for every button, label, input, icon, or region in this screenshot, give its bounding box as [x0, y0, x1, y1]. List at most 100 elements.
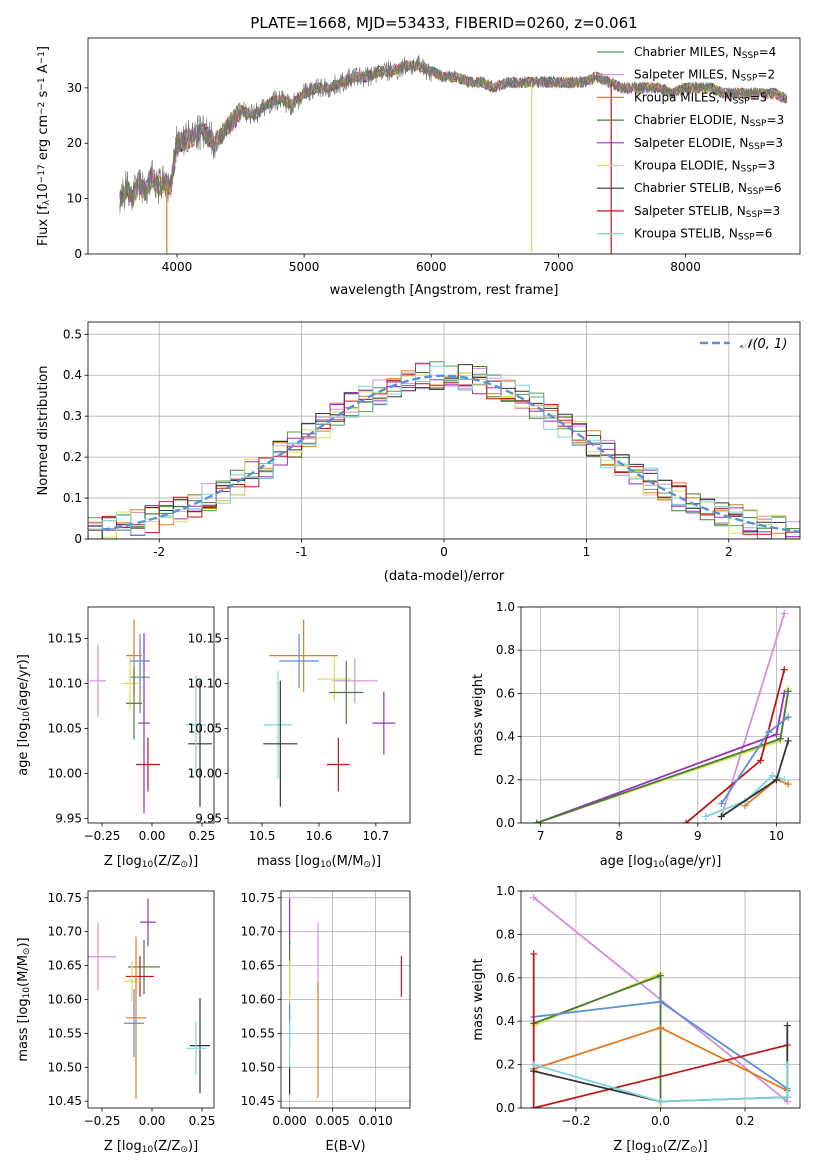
weight-marker	[784, 780, 792, 788]
label-part: 10	[653, 860, 665, 870]
label-part: Salpeter MILES, N	[634, 68, 741, 82]
errorbars	[90, 619, 212, 814]
weight-series	[720, 613, 786, 817]
y-tick-label: 1.0	[496, 884, 515, 898]
label-part: =3	[766, 113, 784, 127]
label-part: 10	[142, 1145, 154, 1155]
x-tick-label: 0.0	[651, 1114, 670, 1128]
label-part: ]	[36, 46, 51, 51]
axes-frame	[87, 37, 801, 255]
legend-entry: Chabrier MILES, NSSP=4	[634, 45, 776, 61]
x-tick-label: 0.25	[189, 1114, 216, 1128]
label-part: Flux [f	[36, 205, 51, 246]
y-tick-label: 0	[74, 532, 82, 546]
label-part: )]	[16, 937, 31, 947]
label-part: SSP	[738, 233, 755, 243]
label-part: =6	[755, 227, 773, 241]
x-tick-label: 10.6	[306, 829, 333, 843]
y-tick-label: 10.45	[48, 1094, 82, 1108]
weight-marker	[717, 800, 725, 808]
legend-entry: Salpeter STELIB, NSSP=3	[634, 204, 780, 220]
weight-marker	[783, 1022, 791, 1030]
label-part: mass [log	[257, 854, 320, 869]
y-tick-label: 10.70	[241, 925, 275, 939]
weight-marker	[780, 776, 788, 784]
label-part: (Z/Z	[153, 854, 180, 869]
label-part: (age/yr)]	[16, 654, 31, 711]
y-tick-label: 10.55	[241, 1026, 275, 1040]
weight-marker	[780, 689, 788, 697]
axes-frame	[87, 606, 215, 824]
y-tick-label: 30	[67, 81, 82, 95]
normal-curve	[102, 374, 800, 533]
y-tick-label: 0.5	[63, 327, 82, 341]
x-tick-label: 0.2	[735, 1114, 754, 1128]
legend-entry: Kroupa ELODIE, NSSP=3	[634, 159, 775, 175]
weight-series	[744, 778, 789, 807]
errorbars	[88, 898, 210, 1100]
weight-marker	[765, 728, 773, 736]
y-tick-label: 0.0	[496, 816, 515, 830]
label-part: −2	[37, 102, 47, 115]
label-part: 10	[320, 860, 332, 870]
x-tick-label: −0.25	[84, 1114, 121, 1128]
y-tick-label: 10.75	[241, 891, 275, 905]
histogram-steps	[88, 361, 800, 539]
x-tick-label: 0.000	[272, 1114, 306, 1128]
x-tick-label: 0.25	[189, 829, 216, 843]
y-tick-label: 0.6	[496, 686, 515, 700]
weight-marker	[657, 998, 664, 1006]
errorbars	[289, 898, 402, 1098]
x-axis-label: (data-model)/error	[384, 569, 505, 584]
label-part: λ	[42, 199, 52, 205]
weight-series	[536, 691, 790, 823]
label-part: Chabrier ELODIE, N	[634, 113, 750, 127]
label-part: Kroupa MILES, N	[634, 90, 733, 104]
label-part: SSP	[746, 210, 763, 220]
x-tick-label: 0.010	[358, 1114, 392, 1128]
label-part: SSP	[733, 97, 750, 107]
x-tick-label: 7	[537, 829, 545, 843]
label-part: =3	[763, 204, 781, 218]
weight-marker	[682, 819, 690, 823]
weight-marker	[530, 1067, 538, 1075]
label-part: A	[36, 64, 51, 77]
label-part: ⊙	[363, 860, 371, 870]
label-part: ⊙	[180, 860, 188, 870]
y-tick-label: 10.65	[241, 959, 275, 973]
spectrum-lines	[119, 54, 788, 254]
label-part: 10	[22, 987, 32, 999]
y-axis-label: mass weight	[471, 958, 486, 1040]
weight-marker	[657, 972, 664, 980]
label-part: )]	[188, 1139, 198, 1154]
label-part: SSP	[741, 74, 758, 84]
weight-series	[532, 953, 788, 1108]
label-part: =2	[757, 68, 775, 82]
y-tick-label: 10.15	[48, 632, 82, 646]
y-tick-label: 0.4	[496, 1014, 515, 1028]
y-tick-label: 10.60	[241, 993, 275, 1007]
y-tick-label: 0.2	[496, 773, 515, 787]
axes-frame	[227, 606, 411, 824]
y-tick-label: 10.05	[48, 722, 82, 736]
weight-marker	[757, 756, 765, 764]
y-axis-label: mass [log10(M/M⊙)]	[16, 937, 32, 1061]
y-tick-label: 10.00	[48, 767, 82, 781]
label-part: SSP	[742, 51, 759, 61]
y-tick-label: 0	[74, 247, 82, 261]
y-tick-label: 10.15	[188, 632, 222, 646]
weight-series	[533, 1063, 789, 1103]
observed-spectrum	[119, 54, 788, 211]
label-part: Kroupa ELODIE, N	[634, 159, 741, 173]
x-tick-label: 8	[615, 829, 623, 843]
weight-lines	[530, 894, 791, 1108]
x-tick-label: -1	[296, 545, 308, 559]
weight-marker	[768, 771, 776, 779]
legend-entry: Chabrier STELIB, NSSP=6	[634, 181, 782, 197]
label-part: SSP	[747, 187, 764, 197]
label-part: Chabrier MILES, N	[634, 45, 742, 59]
y-tick-label: 0.6	[496, 971, 515, 985]
y-tick-label: 10.50	[241, 1060, 275, 1074]
y-tick-label: 0.3	[63, 409, 82, 423]
legend-entry: Kroupa MILES, NSSP=5	[634, 90, 767, 106]
